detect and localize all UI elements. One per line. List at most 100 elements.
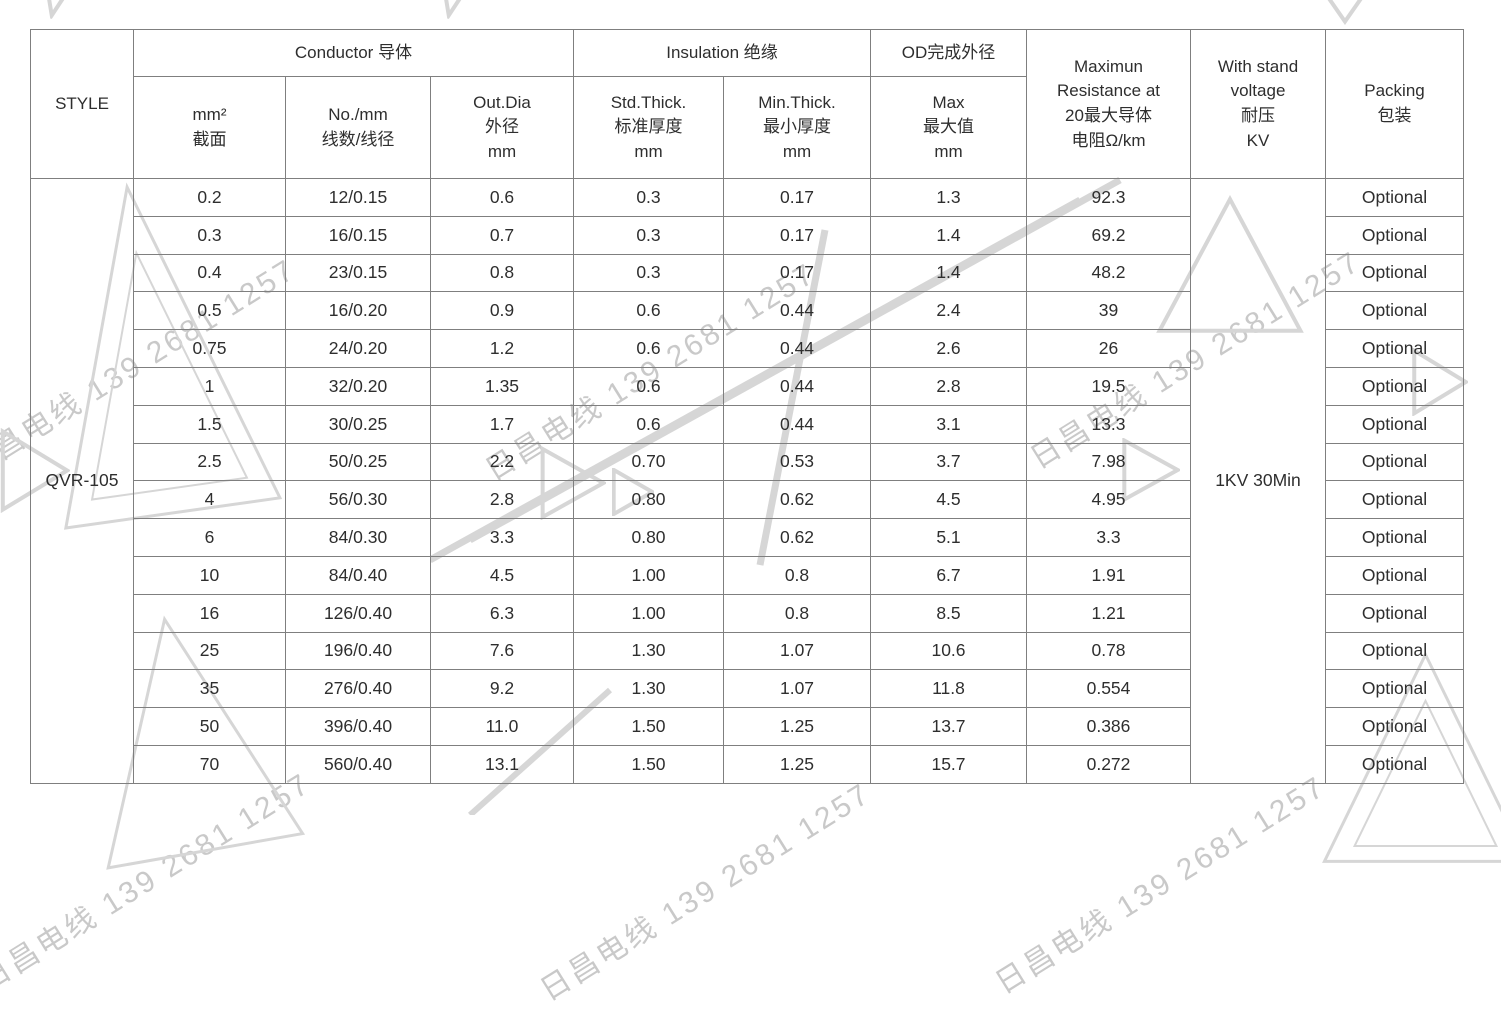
table-row: 25 196/0.40 7.6 1.30 1.07 10.6 0.78 Optional: [31, 631, 1464, 671]
cell-mm2: 35: [133, 669, 286, 709]
cell-odmax: 1.3: [870, 178, 1027, 217]
cell-mm2: 4: [133, 480, 286, 520]
cell-outdia: 11.0: [430, 707, 574, 746]
cell-mm2: 25: [133, 631, 286, 671]
cell-outdia: 2.8: [430, 480, 574, 520]
cell-strands: 23/0.15: [285, 253, 431, 293]
cell-odmax: 6.7: [870, 555, 1027, 595]
cell-odmax: 4.5: [870, 480, 1027, 520]
cell-mm2: 50: [133, 707, 286, 746]
cell-outdia: 0.7: [430, 215, 574, 255]
cell-outdia: 7.6: [430, 631, 574, 671]
cell-stdthick: 1.00: [573, 593, 724, 633]
cell-resistance: 1.21: [1026, 593, 1191, 633]
cell-odmax: 15.7: [870, 744, 1027, 784]
header-col-strands: No./mm 线数/线径: [285, 76, 431, 179]
cell-stdthick: 0.70: [573, 442, 724, 482]
cell-strands: 50/0.25: [285, 442, 431, 482]
cell-outdia: 4.5: [430, 555, 574, 595]
cell-resistance: 0.272: [1026, 744, 1191, 784]
cell-strands: 560/0.40: [285, 744, 431, 784]
header-col-mm2: mm² 截面: [133, 76, 286, 179]
cell-outdia: 0.9: [430, 291, 574, 331]
header-row-groups: STYLE Conductor 导体 Insulation 绝缘 OD完成外径 …: [30, 29, 1464, 179]
cell-packing: Optional: [1325, 744, 1464, 784]
cell-stdthick: 0.6: [573, 404, 724, 444]
cell-stdthick: 0.6: [573, 291, 724, 331]
header-col-minthick: Min.Thick. 最小厚度 mm: [723, 76, 871, 179]
cell-strands: 32/0.20: [285, 366, 431, 406]
watermark-logo-icon: [1265, 0, 1425, 25]
cell-outdia: 1.7: [430, 404, 574, 444]
cell-resistance: 26: [1026, 329, 1191, 368]
cell-odmax: 1.4: [870, 215, 1027, 255]
cell-strands: 276/0.40: [285, 669, 431, 709]
cell-resistance: 48.2: [1026, 253, 1191, 293]
watermark-text: 日昌电线 139 2681 1257: [989, 769, 1332, 1001]
cell-stdthick: 1.00: [573, 555, 724, 595]
cell-resistance: 0.386: [1026, 707, 1191, 746]
table-row: QVR-105 0.2 12/0.15 0.6 0.3 0.17 1.3 92.3 1KV 30…: [30, 178, 1464, 784]
cell-strands: 84/0.40: [285, 555, 431, 595]
header-group-od: OD完成外径: [870, 29, 1027, 77]
spec-table: STYLE Conductor 导体 Insulation 绝缘 OD完成外径 …: [30, 29, 1464, 784]
cell-packing: Optional: [1325, 215, 1464, 255]
cell-odmax: 8.5: [870, 593, 1027, 633]
cell-stdthick: 0.3: [573, 253, 724, 293]
cell-stdthick: 1.30: [573, 669, 724, 709]
cell-strands: 56/0.30: [285, 480, 431, 520]
cell-strands: 30/0.25: [285, 404, 431, 444]
cell-resistance: 19.5: [1026, 366, 1191, 406]
header-col-odmax: Max 最大值 mm: [870, 76, 1027, 179]
watermark-text: 日昌电线 139 2681 1257: [534, 776, 877, 1008]
cell-packing: Optional: [1325, 707, 1464, 746]
cell-odmax: 1.4: [870, 253, 1027, 293]
cell-odmax: 3.1: [870, 404, 1027, 444]
cell-outdia: 6.3: [430, 593, 574, 633]
cell-odmax: 5.1: [870, 518, 1027, 557]
cell-minthick: 0.17: [723, 178, 871, 217]
cell-outdia: 1.35: [430, 366, 574, 406]
cell-mm2: 6: [133, 518, 286, 557]
cell-outdia: 9.2: [430, 669, 574, 709]
cell-resistance: 3.3: [1026, 518, 1191, 557]
cell-mm2: 1: [133, 366, 286, 406]
cell-outdia: 13.1: [430, 744, 574, 784]
cell-minthick: 0.44: [723, 366, 871, 406]
cell-packing: Optional: [1325, 253, 1464, 293]
cell-stdthick: 0.6: [573, 329, 724, 368]
withstand-value-cell: 1KV 30Min: [1190, 178, 1326, 784]
cell-mm2: 0.2: [133, 178, 286, 217]
header-resistance: Maximun Resistance at 20最大导体 电阻Ω/km: [1026, 29, 1191, 179]
cell-minthick: 0.8: [723, 593, 871, 633]
cell-strands: 396/0.40: [285, 707, 431, 746]
header-style: STYLE: [30, 29, 134, 179]
cell-minthick: 0.8: [723, 555, 871, 595]
cell-stdthick: 0.80: [573, 518, 724, 557]
cell-outdia: 2.2: [430, 442, 574, 482]
cell-outdia: 3.3: [430, 518, 574, 557]
cell-strands: 16/0.20: [285, 291, 431, 331]
cell-minthick: 0.62: [723, 518, 871, 557]
cell-stdthick: 0.3: [573, 215, 724, 255]
cell-minthick: 0.44: [723, 291, 871, 331]
cell-strands: 16/0.15: [285, 215, 431, 255]
header-col-stdthick: Std.Thick. 标准厚度 mm: [573, 76, 724, 179]
table-row: 16 126/0.40 6.3 1.00 0.8 8.5 1.21 Optional: [31, 593, 1464, 633]
cell-stdthick: 1.30: [573, 631, 724, 671]
cell-mm2: 1.5: [133, 404, 286, 444]
cell-mm2: 10: [133, 555, 286, 595]
cell-strands: 196/0.40: [285, 631, 431, 671]
header-row-columns: mm² 截面 No./mm 线数/线径 Out.Dia 外径 mm Std.Th…: [31, 76, 1464, 179]
cell-minthick: 0.17: [723, 253, 871, 293]
cell-outdia: 0.6: [430, 178, 574, 217]
cell-strands: 126/0.40: [285, 593, 431, 633]
cell-packing: Optional: [1325, 404, 1464, 444]
cell-resistance: 0.78: [1026, 631, 1191, 671]
cell-minthick: 1.25: [723, 744, 871, 784]
cell-stdthick: 0.3: [573, 178, 724, 217]
cell-minthick: 0.44: [723, 404, 871, 444]
cell-mm2: 0.4: [133, 253, 286, 293]
cell-minthick: 1.25: [723, 707, 871, 746]
